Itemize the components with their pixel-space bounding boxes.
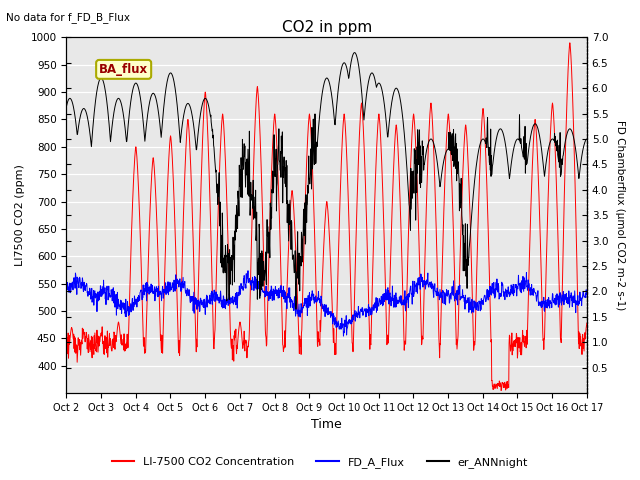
- X-axis label: Time: Time: [311, 419, 342, 432]
- Y-axis label: FD Chamberflux (μmol CO2 m-2 s-1): FD Chamberflux (μmol CO2 m-2 s-1): [615, 120, 625, 311]
- Text: BA_flux: BA_flux: [99, 63, 148, 76]
- Title: CO2 in ppm: CO2 in ppm: [282, 20, 372, 35]
- Text: No data for f_FD_B_Flux: No data for f_FD_B_Flux: [6, 12, 131, 23]
- Y-axis label: LI7500 CO2 (ppm): LI7500 CO2 (ppm): [15, 164, 25, 266]
- Legend: LI-7500 CO2 Concentration, FD_A_Flux, er_ANNnight: LI-7500 CO2 Concentration, FD_A_Flux, er…: [108, 452, 532, 472]
